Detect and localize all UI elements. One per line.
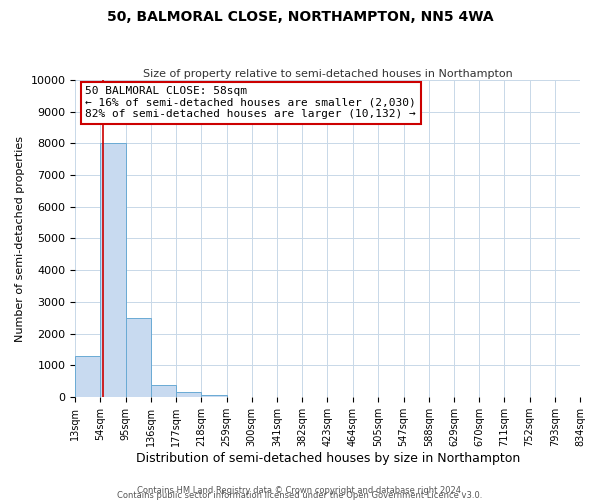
Bar bbox=[75, 356, 100, 397]
Title: Size of property relative to semi-detached houses in Northampton: Size of property relative to semi-detach… bbox=[143, 69, 512, 79]
Bar bbox=[151, 384, 176, 397]
Text: 50, BALMORAL CLOSE, NORTHAMPTON, NN5 4WA: 50, BALMORAL CLOSE, NORTHAMPTON, NN5 4WA bbox=[107, 10, 493, 24]
Text: Contains HM Land Registry data © Crown copyright and database right 2024.: Contains HM Land Registry data © Crown c… bbox=[137, 486, 463, 495]
Bar bbox=[125, 318, 151, 397]
X-axis label: Distribution of semi-detached houses by size in Northampton: Distribution of semi-detached houses by … bbox=[136, 452, 520, 465]
Text: Contains public sector information licensed under the Open Government Licence v3: Contains public sector information licen… bbox=[118, 491, 482, 500]
Text: 50 BALMORAL CLOSE: 58sqm
← 16% of semi-detached houses are smaller (2,030)
82% o: 50 BALMORAL CLOSE: 58sqm ← 16% of semi-d… bbox=[85, 86, 416, 120]
Bar bbox=[176, 392, 202, 397]
Bar bbox=[100, 144, 125, 397]
Bar bbox=[202, 394, 227, 397]
Y-axis label: Number of semi-detached properties: Number of semi-detached properties bbox=[15, 136, 25, 342]
